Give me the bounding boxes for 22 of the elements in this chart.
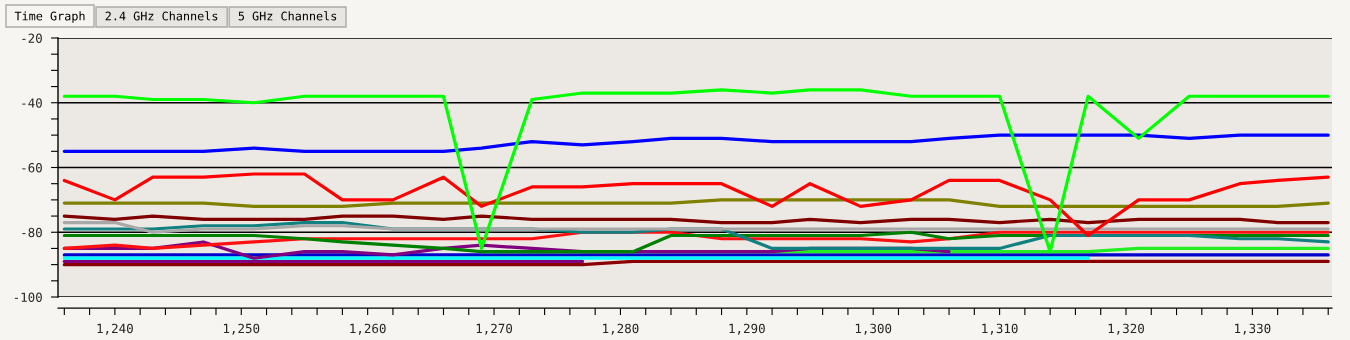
text: Time Graph <box>14 11 85 23</box>
line-series <box>62 220 1330 234</box>
line-series <box>62 88 1330 254</box>
line-series <box>62 172 1330 238</box>
line-series <box>62 133 1330 153</box>
y-tick-label: -60 <box>22 163 42 173</box>
y-tick-label: -40 <box>22 98 42 108</box>
x-tick-label: 1,240 <box>97 323 133 335</box>
x-tick-label: 1,270 <box>476 323 513 335</box>
x-tick-label: 1,250 <box>223 323 260 335</box>
x-tick-label: 1,260 <box>350 323 386 335</box>
text: 5 GHz Channels <box>238 11 337 21</box>
x-tick-label: 1,330 <box>1235 323 1271 335</box>
y-tick-label: -80 <box>22 227 42 238</box>
x-tick-label: 1,300 <box>855 323 892 335</box>
text: 2.4 GHz Channels <box>105 11 218 21</box>
y-tick-label: -100 <box>14 292 42 302</box>
y-tick-label: -20 <box>22 33 42 43</box>
x-tick-label: 1,290 <box>729 323 765 335</box>
x-tick-label: 1,320 <box>1108 323 1144 335</box>
x-tick-label: 1,280 <box>603 323 639 335</box>
x-tick-label: 1,310 <box>982 323 1018 335</box>
